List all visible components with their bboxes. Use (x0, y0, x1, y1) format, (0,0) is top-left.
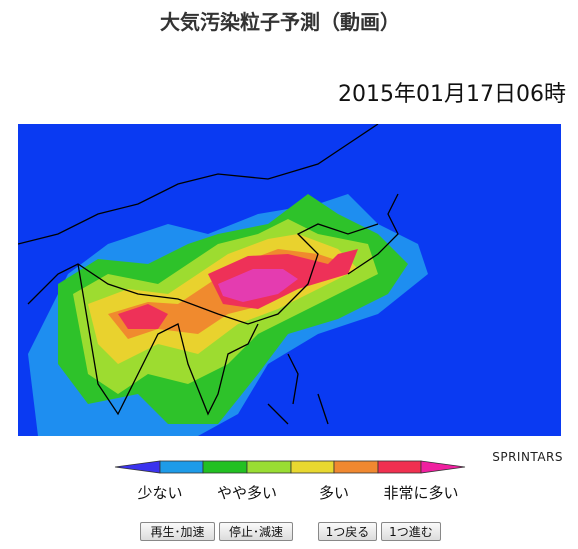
legend-label: 非常に多い (383, 484, 459, 502)
legend-label: 多い (318, 484, 350, 502)
legend-colorbar (114, 460, 466, 474)
forecast-map (18, 124, 561, 436)
forward-button[interactable]: 1つ進む (381, 522, 441, 541)
back-button[interactable]: 1つ戻る (318, 522, 377, 541)
credit: SPRINTARS (492, 450, 563, 464)
legend-label: 少ない (137, 484, 183, 502)
timestamp: 2015年01月17日06時 (338, 82, 566, 107)
legend-label: やや多い (216, 484, 278, 502)
play-button[interactable]: 再生･加速 (140, 522, 215, 541)
page-title: 大気汚染粒子予測（動画） (160, 10, 400, 34)
stop-button[interactable]: 停止･減速 (219, 522, 293, 541)
